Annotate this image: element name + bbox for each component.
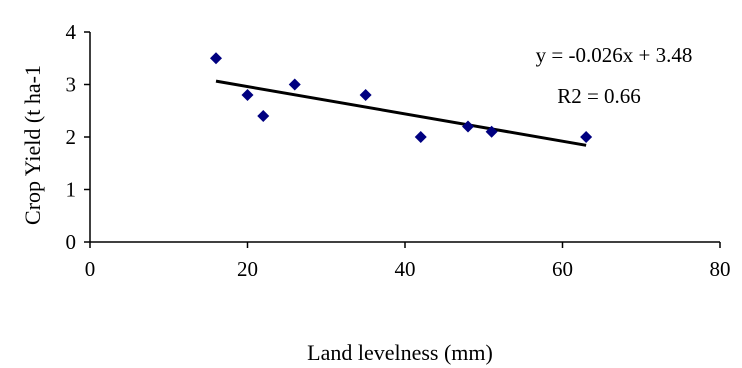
x-tick-label: 40 (395, 257, 416, 281)
trendline-group (215, 79, 587, 147)
y-axis-title: Crop Yield (t ha-1 (20, 65, 45, 225)
x-axis-title: Land levelness (mm) (307, 340, 493, 365)
data-point (359, 89, 372, 101)
axes (84, 31, 721, 248)
y-tick-label: 2 (66, 125, 77, 149)
y-tick-label: 0 (66, 230, 77, 254)
x-tick-label: 0 (85, 257, 96, 281)
data-points (210, 52, 593, 143)
y-tick-label: 1 (66, 178, 77, 202)
y-tick-label: 3 (66, 73, 77, 97)
trendline-equation: y = -0.026x + 3.48 (536, 43, 693, 67)
trendline (215, 79, 587, 147)
x-tick-label: 80 (710, 257, 731, 281)
data-point (210, 52, 222, 65)
tick-labels: 0 20 40 60 80 0 1 2 3 4 (66, 20, 731, 281)
x-tick-label: 20 (237, 257, 258, 281)
data-point (462, 120, 474, 133)
data-point (580, 131, 593, 143)
data-point (241, 89, 254, 101)
data-point (288, 78, 301, 91)
data-point (414, 131, 427, 143)
r-squared-label: R2 = 0.66 (557, 84, 641, 108)
x-tick-label: 60 (552, 257, 573, 281)
data-point (257, 110, 270, 122)
y-tick-label: 4 (66, 20, 77, 44)
data-point (485, 125, 498, 138)
